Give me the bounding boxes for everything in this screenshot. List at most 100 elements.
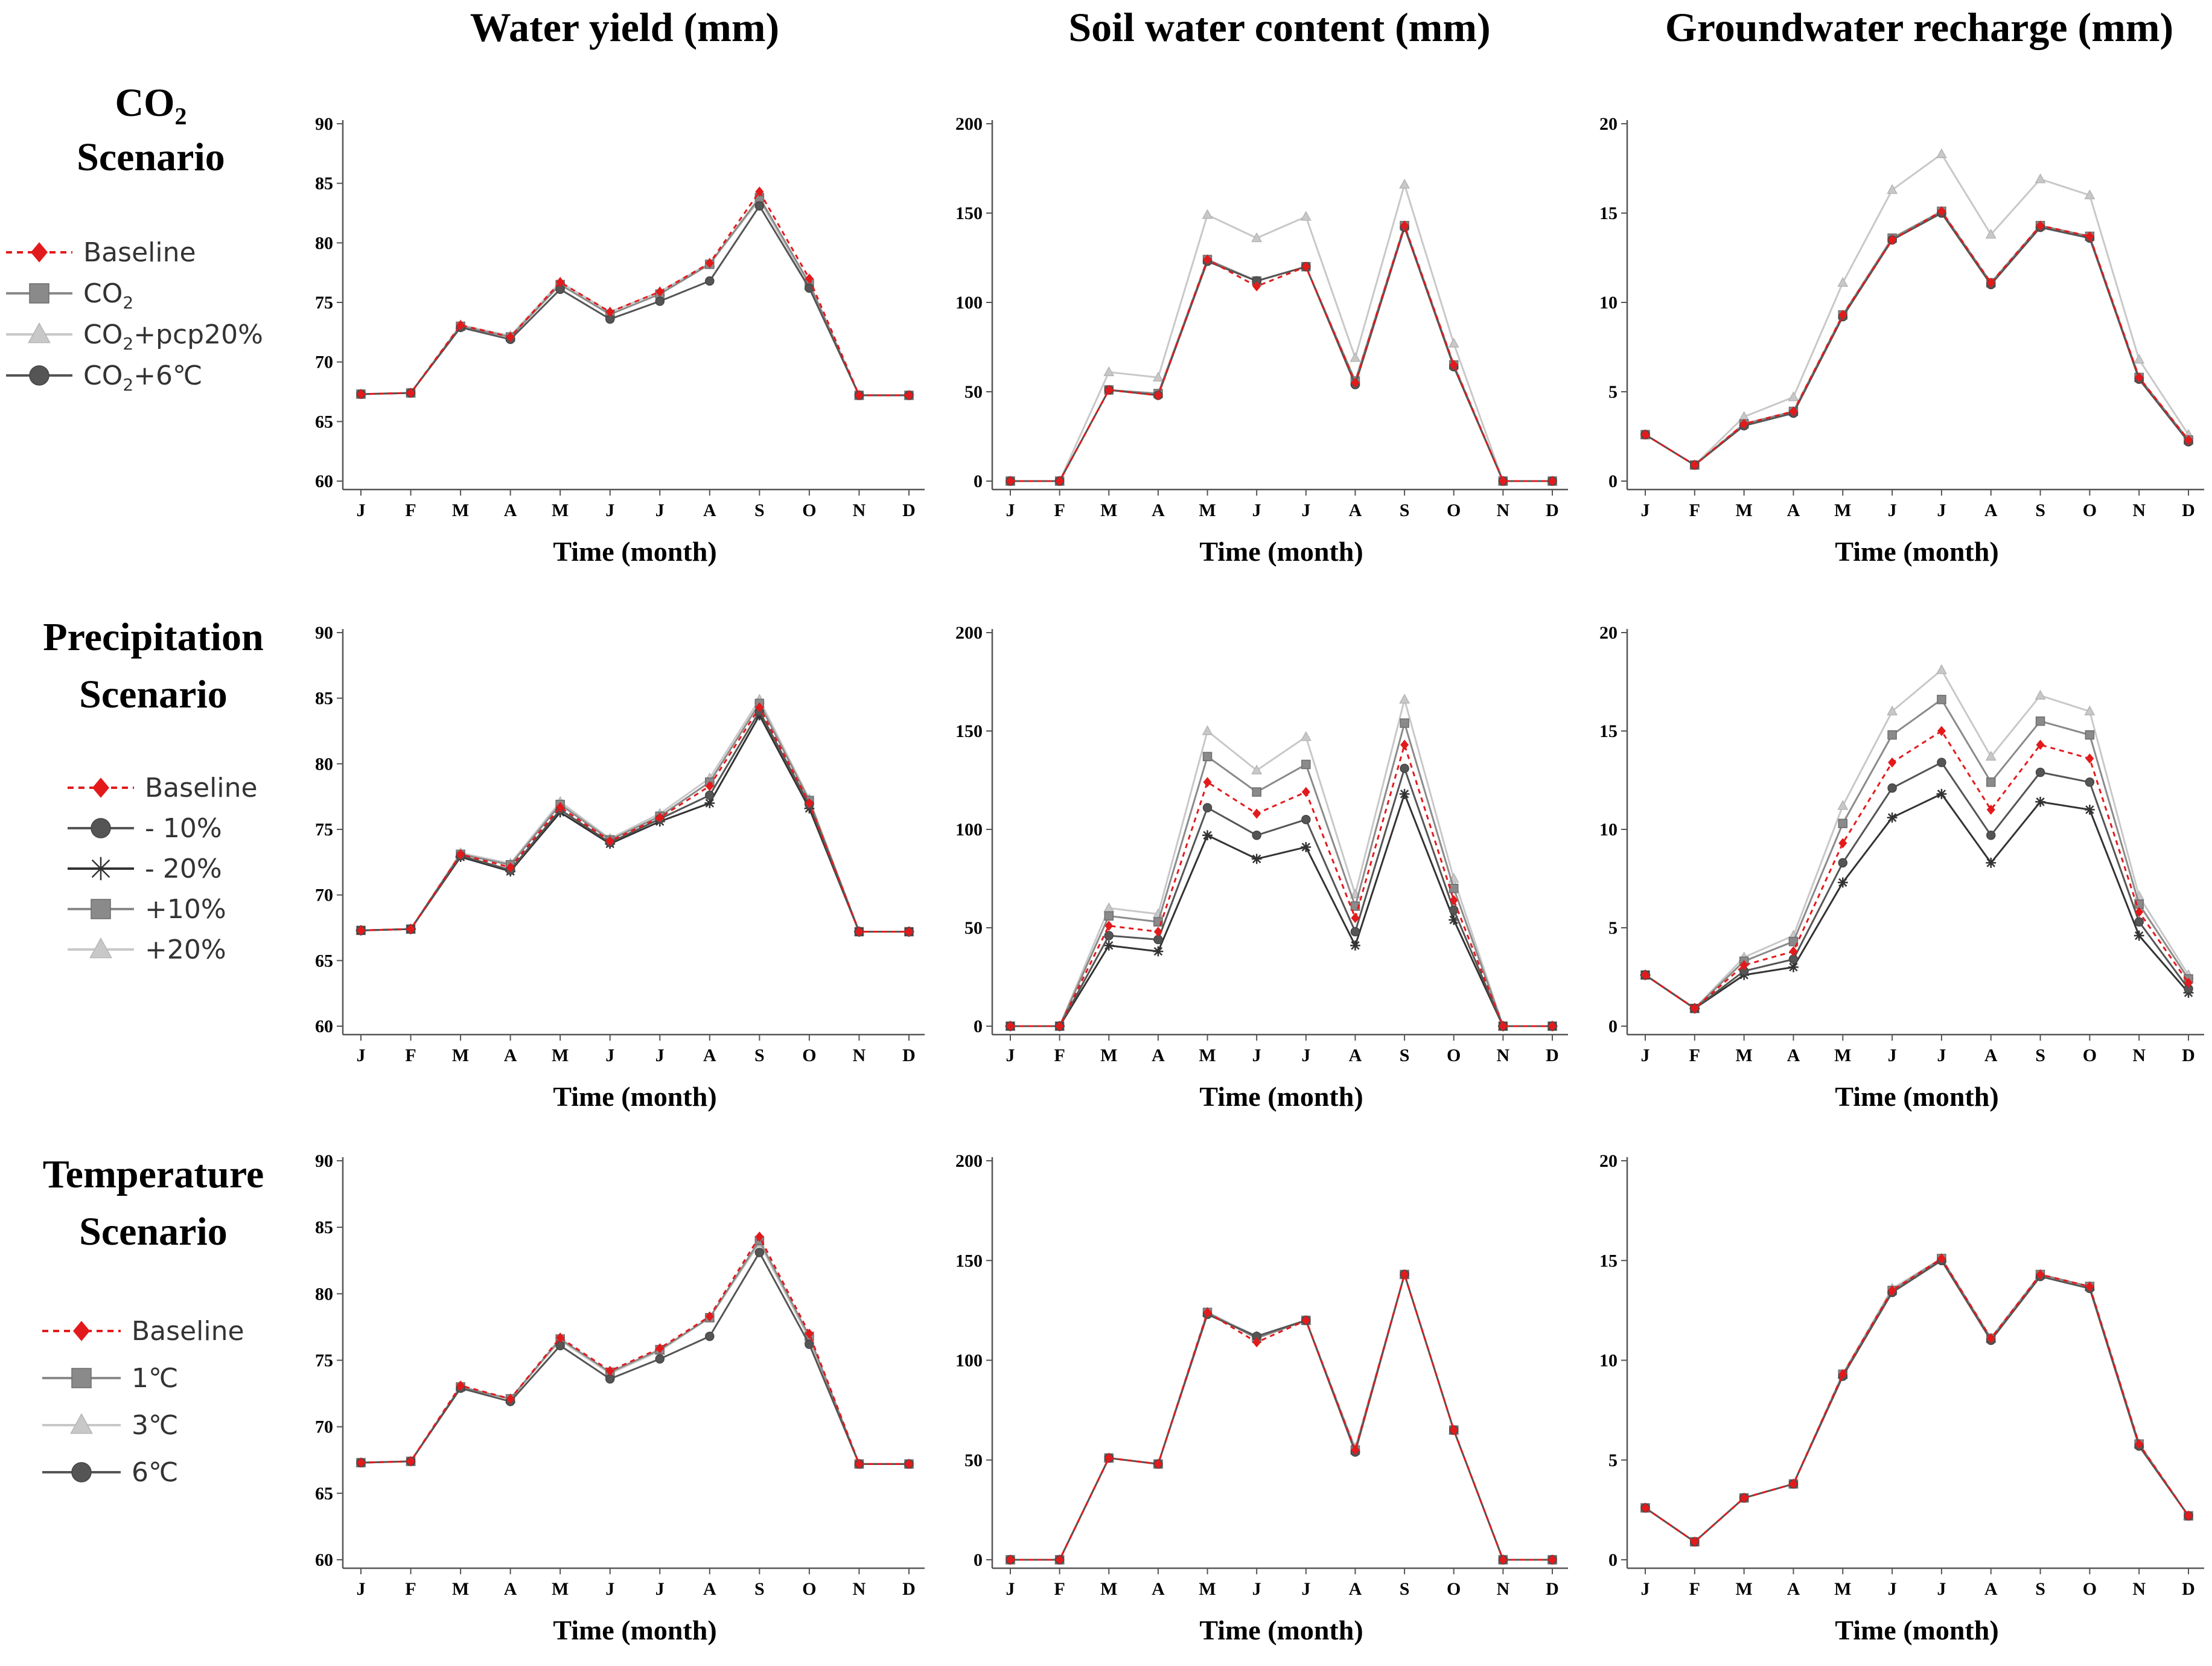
- data-point-baseline: [1739, 418, 1748, 429]
- y-tick-label: 85: [315, 1218, 333, 1237]
- data-point-baseline: [2135, 907, 2144, 918]
- x-tick-label: N: [853, 1579, 866, 1599]
- legend-label-main: 3℃: [132, 1410, 178, 1441]
- legend-1: Baseline - 10% - 20% +10% +20%: [68, 773, 258, 965]
- y-tick-label: 75: [315, 1351, 333, 1371]
- x-tick-label: D: [902, 500, 916, 520]
- data-point-baseline: [2036, 1269, 2045, 1280]
- data-point-baseline: [1986, 1333, 1995, 1344]
- x-tick-label: J: [1006, 500, 1015, 520]
- data-point-triangle: [1985, 750, 1997, 761]
- data-point-baseline: [755, 187, 764, 197]
- data-point-circle: [655, 1354, 665, 1364]
- y-tick-label: 65: [315, 1484, 333, 1504]
- y-tick-label: 90: [315, 623, 333, 643]
- y-tick-label: 150: [955, 721, 983, 741]
- legend-label: CO2: [83, 278, 133, 313]
- data-point-baseline: [1351, 377, 1360, 388]
- legend-label-main: - 10%: [145, 813, 222, 844]
- x-tick-label: J: [1888, 1045, 1897, 1065]
- data-point-baseline: [456, 849, 465, 860]
- data-point-baseline: [406, 924, 415, 934]
- data-point-triangle: [1399, 694, 1410, 704]
- legend-label-suffix: +pcp20%: [133, 319, 263, 350]
- data-point-baseline: [1888, 757, 1897, 768]
- x-tick-label: S: [2035, 1579, 2045, 1599]
- series-line-square: [1010, 720, 1552, 1027]
- row-title-precipitation-line2: Scenario: [79, 672, 228, 717]
- column-title-soil-water: Soil water content (mm): [1068, 4, 1490, 50]
- x-tick-label: A: [1787, 1045, 1800, 1065]
- data-point-baseline: [556, 802, 565, 812]
- legend-marker-triangle: [28, 322, 51, 343]
- data-point-triangle: [1887, 184, 1898, 194]
- x-tick-label: O: [2083, 1045, 2097, 1065]
- legend-label: Baseline: [132, 1316, 244, 1347]
- data-point-circle: [1350, 927, 1360, 937]
- panel-r0-c1: 0 50 100 150 200 J F M A M J J A S O N D Time (month): [955, 114, 1568, 567]
- x-tick-label: D: [2182, 1045, 2195, 1065]
- data-point-baseline: [805, 1329, 814, 1339]
- data-point-square: [1400, 718, 1409, 728]
- y-tick-label: 100: [955, 820, 983, 840]
- series-line-baseline: [360, 705, 909, 933]
- data-point-baseline: [1548, 1554, 1557, 1565]
- series-line-square: [360, 196, 909, 397]
- data-point-square: [1252, 787, 1261, 797]
- data-point-baseline: [1937, 726, 1946, 736]
- data-point-baseline: [1499, 1554, 1508, 1565]
- y-tick-label: 50: [964, 1451, 983, 1470]
- panel-r2-c0: 60 65 70 75 80 85 90 J F M A M J J A S O N D Time (month): [315, 1151, 925, 1645]
- x-tick-label: J: [1252, 1579, 1261, 1599]
- data-point-circle: [705, 1332, 715, 1341]
- series-line-triangle: [1645, 668, 2190, 1010]
- y-tick-label: 60: [315, 471, 333, 491]
- x-tick-label: N: [2132, 500, 2146, 520]
- x-tick-label: J: [357, 1579, 366, 1599]
- data-point-triangle: [1985, 228, 1997, 239]
- data-point-square: [2085, 730, 2095, 740]
- data-point-star: [1837, 877, 1848, 888]
- data-point-baseline: [1937, 1253, 1946, 1264]
- data-point-baseline: [1400, 1269, 1409, 1280]
- data-point-circle: [705, 790, 715, 800]
- data-point-triangle: [1837, 276, 1849, 287]
- series-line-baseline: [1010, 741, 1552, 1027]
- data-point-baseline: [655, 812, 665, 823]
- y-tick-label: 15: [1599, 721, 1618, 741]
- data-point-triangle: [1788, 391, 1799, 401]
- x-axis-label: Time (month): [553, 1081, 716, 1112]
- panel-r0-c2: 0 5 10 15 20 J F M A M J J A S O N D Time (month): [1599, 114, 2204, 567]
- legend-label: Baseline: [83, 237, 196, 268]
- data-point-circle: [1104, 931, 1114, 940]
- legend-label-main: +10%: [145, 894, 226, 925]
- x-tick-label: M: [1199, 1579, 1216, 1599]
- data-point-baseline: [2085, 231, 2094, 241]
- legend-marker-square: [91, 899, 111, 919]
- data-point-triangle: [1350, 352, 1361, 362]
- x-tick-label: J: [1252, 1045, 1261, 1065]
- data-point-baseline: [1153, 390, 1162, 401]
- data-point-baseline: [556, 1332, 565, 1343]
- data-point-star: [1301, 841, 1312, 852]
- y-tick-label: 200: [955, 623, 983, 643]
- y-tick-label: 10: [1599, 820, 1618, 840]
- legend-label: - 20%: [145, 854, 222, 884]
- data-point-baseline: [2184, 1510, 2193, 1521]
- data-point-triangle: [1837, 800, 1849, 810]
- y-tick-label: 90: [315, 114, 333, 134]
- series-line-circle: [1645, 761, 2190, 1010]
- x-tick-label: J: [357, 500, 366, 520]
- x-tick-label: N: [1497, 1045, 1510, 1065]
- x-tick-label: N: [853, 1045, 866, 1065]
- data-point-baseline: [506, 331, 515, 342]
- x-axis-label: Time (month): [1835, 1615, 1998, 1645]
- x-tick-label: A: [504, 500, 517, 520]
- legend-marker-baseline: [73, 1321, 90, 1341]
- y-tick-label: 0: [1608, 1550, 1618, 1570]
- column-title-groundwater: Groundwater recharge (mm): [1665, 4, 2173, 50]
- data-point-circle: [2134, 917, 2144, 927]
- x-tick-label: J: [1301, 500, 1310, 520]
- x-tick-label: M: [552, 1579, 569, 1599]
- x-tick-label: A: [1349, 1045, 1362, 1065]
